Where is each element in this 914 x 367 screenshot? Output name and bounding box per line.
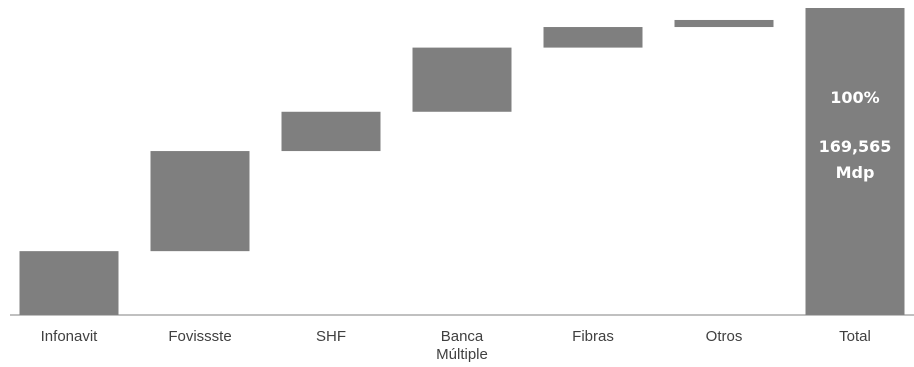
- bar-shf: [281, 111, 381, 152]
- bar-total: [805, 8, 905, 315]
- tick-label-fibras: Fibras: [572, 328, 614, 345]
- tick-label-total: Total: [839, 328, 871, 345]
- total-unit-label: Mdp: [836, 163, 875, 182]
- bar-fovissste: [150, 151, 250, 252]
- total-percent-label: 100%: [830, 88, 879, 107]
- total-bar-label: 100% 169,565 Mdp: [819, 88, 892, 182]
- bars-group: [19, 8, 905, 315]
- bar-infonavit: [19, 251, 119, 315]
- tick-label-otros: Otros: [706, 328, 743, 345]
- category-labels-group: Infonavit Fovissste SHF Banca Múltiple Fibras…: [41, 328, 871, 363]
- tick-label-banca-multiple: Banca Múltiple: [436, 328, 488, 363]
- tick-label-infonavit: Infonavit: [41, 328, 99, 345]
- tick-label-fovissste: Fovissste: [168, 328, 231, 345]
- tick-label-shf: SHF: [316, 328, 346, 345]
- bar-otros: [674, 19, 774, 28]
- bar-banca-multiple: [412, 47, 512, 112]
- bar-fibras: [543, 27, 643, 48]
- total-amount-label: 169,565: [819, 137, 892, 156]
